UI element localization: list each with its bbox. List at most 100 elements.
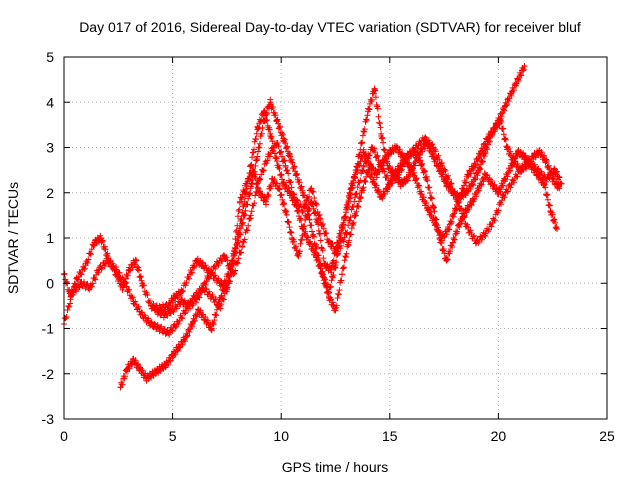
- data-point: [530, 153, 537, 160]
- data-point: [367, 162, 374, 169]
- data-point: [386, 149, 393, 156]
- data-point: [430, 203, 437, 210]
- data-point: [451, 207, 458, 214]
- data-point: [473, 239, 480, 246]
- data-point: [514, 149, 521, 156]
- data-point: [78, 280, 85, 287]
- data-point: [475, 167, 482, 174]
- data-point: [447, 180, 454, 187]
- data-point: [319, 271, 326, 278]
- x-axis-label: GPS time / hours: [282, 459, 389, 475]
- data-point: [152, 307, 159, 314]
- data-point: [280, 180, 287, 187]
- data-point: [373, 171, 380, 178]
- data-point: [317, 216, 324, 223]
- data-point: [325, 239, 332, 246]
- data-point: [286, 189, 293, 196]
- data-point: [397, 180, 404, 187]
- data-point: [74, 275, 81, 282]
- y-axis-label: SDTVAR / TECUs: [5, 182, 21, 294]
- data-point: [95, 266, 102, 273]
- data-point: [456, 221, 463, 228]
- data-point: [176, 343, 183, 350]
- data-point: [543, 158, 550, 165]
- data-point: [289, 235, 296, 241]
- data-point: [230, 271, 237, 278]
- x-tick-label: 15: [382, 428, 398, 444]
- data-point: [393, 144, 400, 151]
- y-tick-label: -2: [42, 366, 55, 382]
- data-point: [378, 130, 385, 137]
- data-point: [221, 280, 228, 287]
- data-point: [328, 266, 335, 273]
- data-point: [499, 194, 506, 201]
- data-point: [343, 230, 350, 237]
- data-point: [345, 239, 352, 246]
- data-point: [412, 176, 419, 183]
- data-point: [462, 189, 469, 196]
- data-point: [365, 108, 372, 115]
- data-point: [241, 212, 248, 219]
- data-point: [276, 185, 283, 192]
- data-point: [299, 225, 306, 232]
- data-point: [475, 185, 482, 192]
- data-point: [195, 293, 202, 300]
- data-point: [147, 302, 154, 309]
- data-point: [430, 153, 437, 160]
- x-tick-label: 5: [169, 428, 177, 444]
- data-point: [339, 225, 346, 232]
- data-point: [504, 144, 511, 151]
- data-point: [554, 225, 561, 232]
- data-point: [150, 370, 157, 377]
- data-point: [464, 171, 471, 178]
- data-point: [295, 253, 302, 260]
- data-point: [358, 139, 365, 146]
- data-point: [139, 280, 146, 287]
- x-tick-label: 20: [491, 428, 507, 444]
- data-point: [358, 189, 365, 196]
- data-point: [495, 117, 502, 124]
- data-point: [208, 293, 215, 300]
- data-point: [469, 180, 476, 187]
- data-point: [508, 180, 515, 187]
- data-point: [208, 325, 215, 332]
- data-point: [256, 176, 263, 183]
- y-tick-label: -1: [42, 321, 55, 337]
- data-point: [482, 149, 489, 156]
- data-point: [384, 185, 391, 192]
- data-point: [169, 352, 176, 359]
- data-point: [286, 153, 293, 160]
- data-point: [239, 244, 246, 251]
- data-point: [299, 207, 306, 214]
- data-point: [488, 130, 495, 137]
- data-point: [365, 167, 372, 174]
- data-point: [195, 307, 202, 314]
- data-point: [247, 212, 254, 219]
- data-point: [371, 180, 378, 187]
- data-point: [521, 63, 528, 70]
- data-point: [352, 194, 359, 201]
- data-point: [308, 185, 315, 192]
- y-tick-label: 3: [46, 140, 54, 156]
- data-point: [495, 189, 502, 196]
- data-point: [360, 162, 367, 169]
- data-point: [521, 153, 528, 160]
- data-point: [410, 162, 417, 169]
- data-point: [345, 198, 352, 205]
- data-point: [312, 244, 319, 251]
- data-point: [325, 293, 332, 300]
- chart-title: Day 017 of 2016, Sidereal Day-to-day VTE…: [79, 19, 581, 35]
- data-point: [178, 298, 185, 305]
- axes: 0 5 10 15 20 25 -3 -2 -1 0 1 2 3 4 5: [42, 49, 615, 444]
- data-point: [419, 194, 426, 201]
- data-point: [430, 144, 437, 151]
- data-point: [165, 330, 172, 337]
- data-point: [517, 167, 524, 174]
- data-point: [173, 320, 180, 327]
- data-point: [182, 334, 189, 341]
- data-point: [193, 257, 200, 264]
- data-point: [147, 320, 154, 327]
- data-point: [449, 239, 456, 246]
- data-point: [369, 144, 376, 151]
